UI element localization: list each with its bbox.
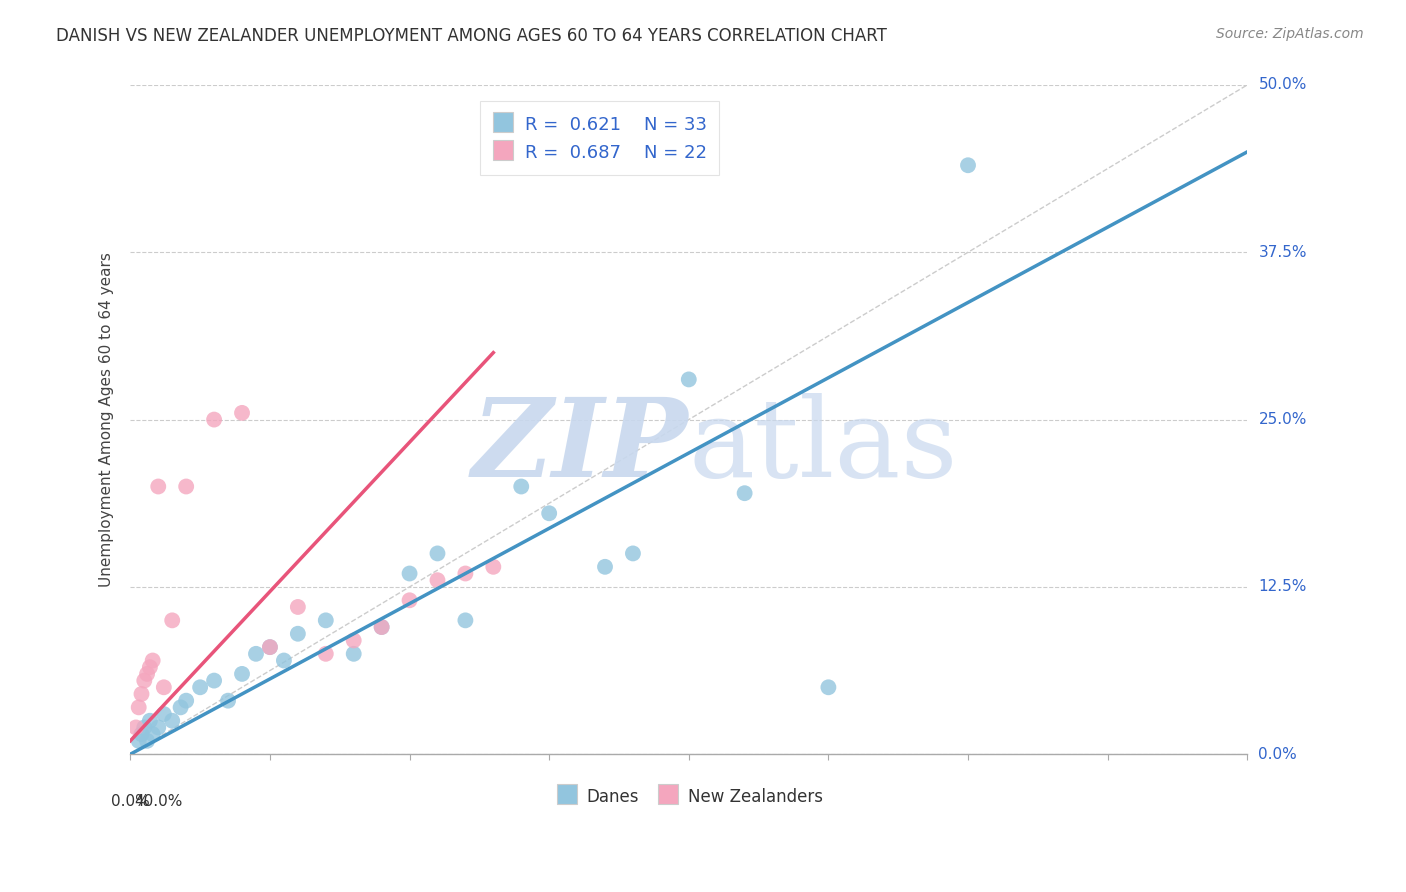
Legend: Danes, New Zealanders: Danes, New Zealanders <box>548 780 830 813</box>
Point <box>174 694 197 708</box>
Point <box>202 673 225 688</box>
Point <box>160 714 183 728</box>
Text: Source: ZipAtlas.com: Source: ZipAtlas.com <box>1216 27 1364 41</box>
Text: ZIP: ZIP <box>472 392 689 500</box>
Point <box>148 479 170 493</box>
Point <box>188 680 211 694</box>
Point <box>245 647 267 661</box>
Point <box>454 566 477 581</box>
Text: 0.0%: 0.0% <box>1258 747 1298 762</box>
Point <box>817 680 839 694</box>
Text: 0.0%: 0.0% <box>111 795 149 809</box>
Point <box>136 666 159 681</box>
Point <box>426 573 449 587</box>
Point <box>510 479 533 493</box>
Point <box>217 694 239 708</box>
Point <box>678 372 700 386</box>
Text: atlas: atlas <box>689 392 959 500</box>
Text: 12.5%: 12.5% <box>1258 580 1306 594</box>
Text: DANISH VS NEW ZEALANDER UNEMPLOYMENT AMONG AGES 60 TO 64 YEARS CORRELATION CHART: DANISH VS NEW ZEALANDER UNEMPLOYMENT AMO… <box>56 27 887 45</box>
Point <box>482 559 505 574</box>
Point <box>153 680 176 694</box>
Point <box>128 700 150 714</box>
Point <box>131 727 153 741</box>
Point <box>398 593 420 607</box>
Point <box>315 647 337 661</box>
Text: 40.0%: 40.0% <box>134 795 183 809</box>
Point <box>370 620 392 634</box>
Point <box>125 721 148 735</box>
Point <box>426 546 449 560</box>
Point <box>174 479 197 493</box>
Point <box>454 613 477 627</box>
Text: 25.0%: 25.0% <box>1258 412 1306 427</box>
Point <box>287 599 309 614</box>
Point <box>139 714 162 728</box>
Point <box>153 707 176 722</box>
Point <box>202 412 225 426</box>
Point <box>142 727 165 741</box>
Point <box>134 673 156 688</box>
Point <box>538 506 561 520</box>
Point <box>259 640 281 654</box>
Point <box>273 653 295 667</box>
Point <box>136 734 159 748</box>
Text: 50.0%: 50.0% <box>1258 78 1306 93</box>
Point <box>160 613 183 627</box>
Point <box>139 660 162 674</box>
Point <box>956 158 979 172</box>
Point <box>142 653 165 667</box>
Point <box>398 566 420 581</box>
Text: 37.5%: 37.5% <box>1258 244 1308 260</box>
Point <box>287 626 309 640</box>
Point <box>169 700 191 714</box>
Point <box>259 640 281 654</box>
Point <box>128 734 150 748</box>
Point <box>131 687 153 701</box>
Point <box>148 721 170 735</box>
Point <box>231 406 253 420</box>
Point <box>593 559 616 574</box>
Point <box>370 620 392 634</box>
Point <box>134 721 156 735</box>
Y-axis label: Unemployment Among Ages 60 to 64 years: Unemployment Among Ages 60 to 64 years <box>100 252 114 587</box>
Point <box>621 546 644 560</box>
Point <box>734 486 756 500</box>
Point <box>231 666 253 681</box>
Point <box>343 647 366 661</box>
Point <box>315 613 337 627</box>
Point <box>343 633 366 648</box>
